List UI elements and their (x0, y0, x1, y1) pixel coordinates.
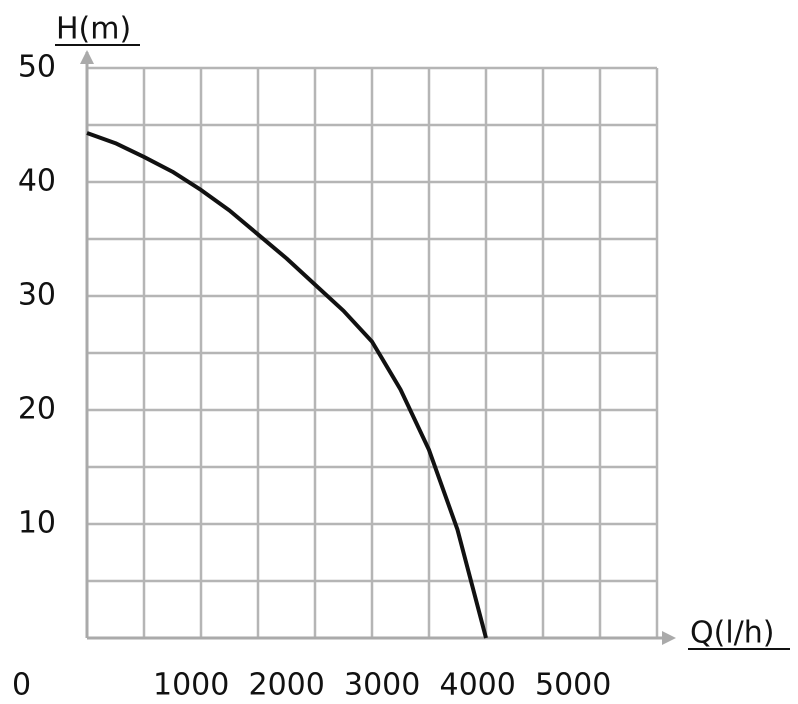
x-tick-label: 1000 (153, 668, 229, 703)
y-axis-arrow (80, 50, 94, 64)
y-tick-label: 30 (18, 278, 56, 313)
x-tick-label: 5000 (535, 668, 611, 703)
y-tick-label: 10 (18, 506, 56, 541)
x-tick-label: 4000 (440, 668, 516, 703)
x-axis-label: Q(l/h) (690, 616, 774, 651)
x-tick-label: 3000 (344, 668, 420, 703)
x-axis-arrow (662, 631, 676, 645)
y-tick-label: 50 (18, 50, 56, 85)
y-tick-label: 20 (18, 392, 56, 427)
curve (86, 131, 488, 639)
x-tick-label: 0 (12, 668, 31, 703)
x-tick-label: 2000 (249, 668, 325, 703)
y-tick-label: 40 (18, 164, 56, 199)
y-axis-label: H(m) (56, 12, 131, 47)
